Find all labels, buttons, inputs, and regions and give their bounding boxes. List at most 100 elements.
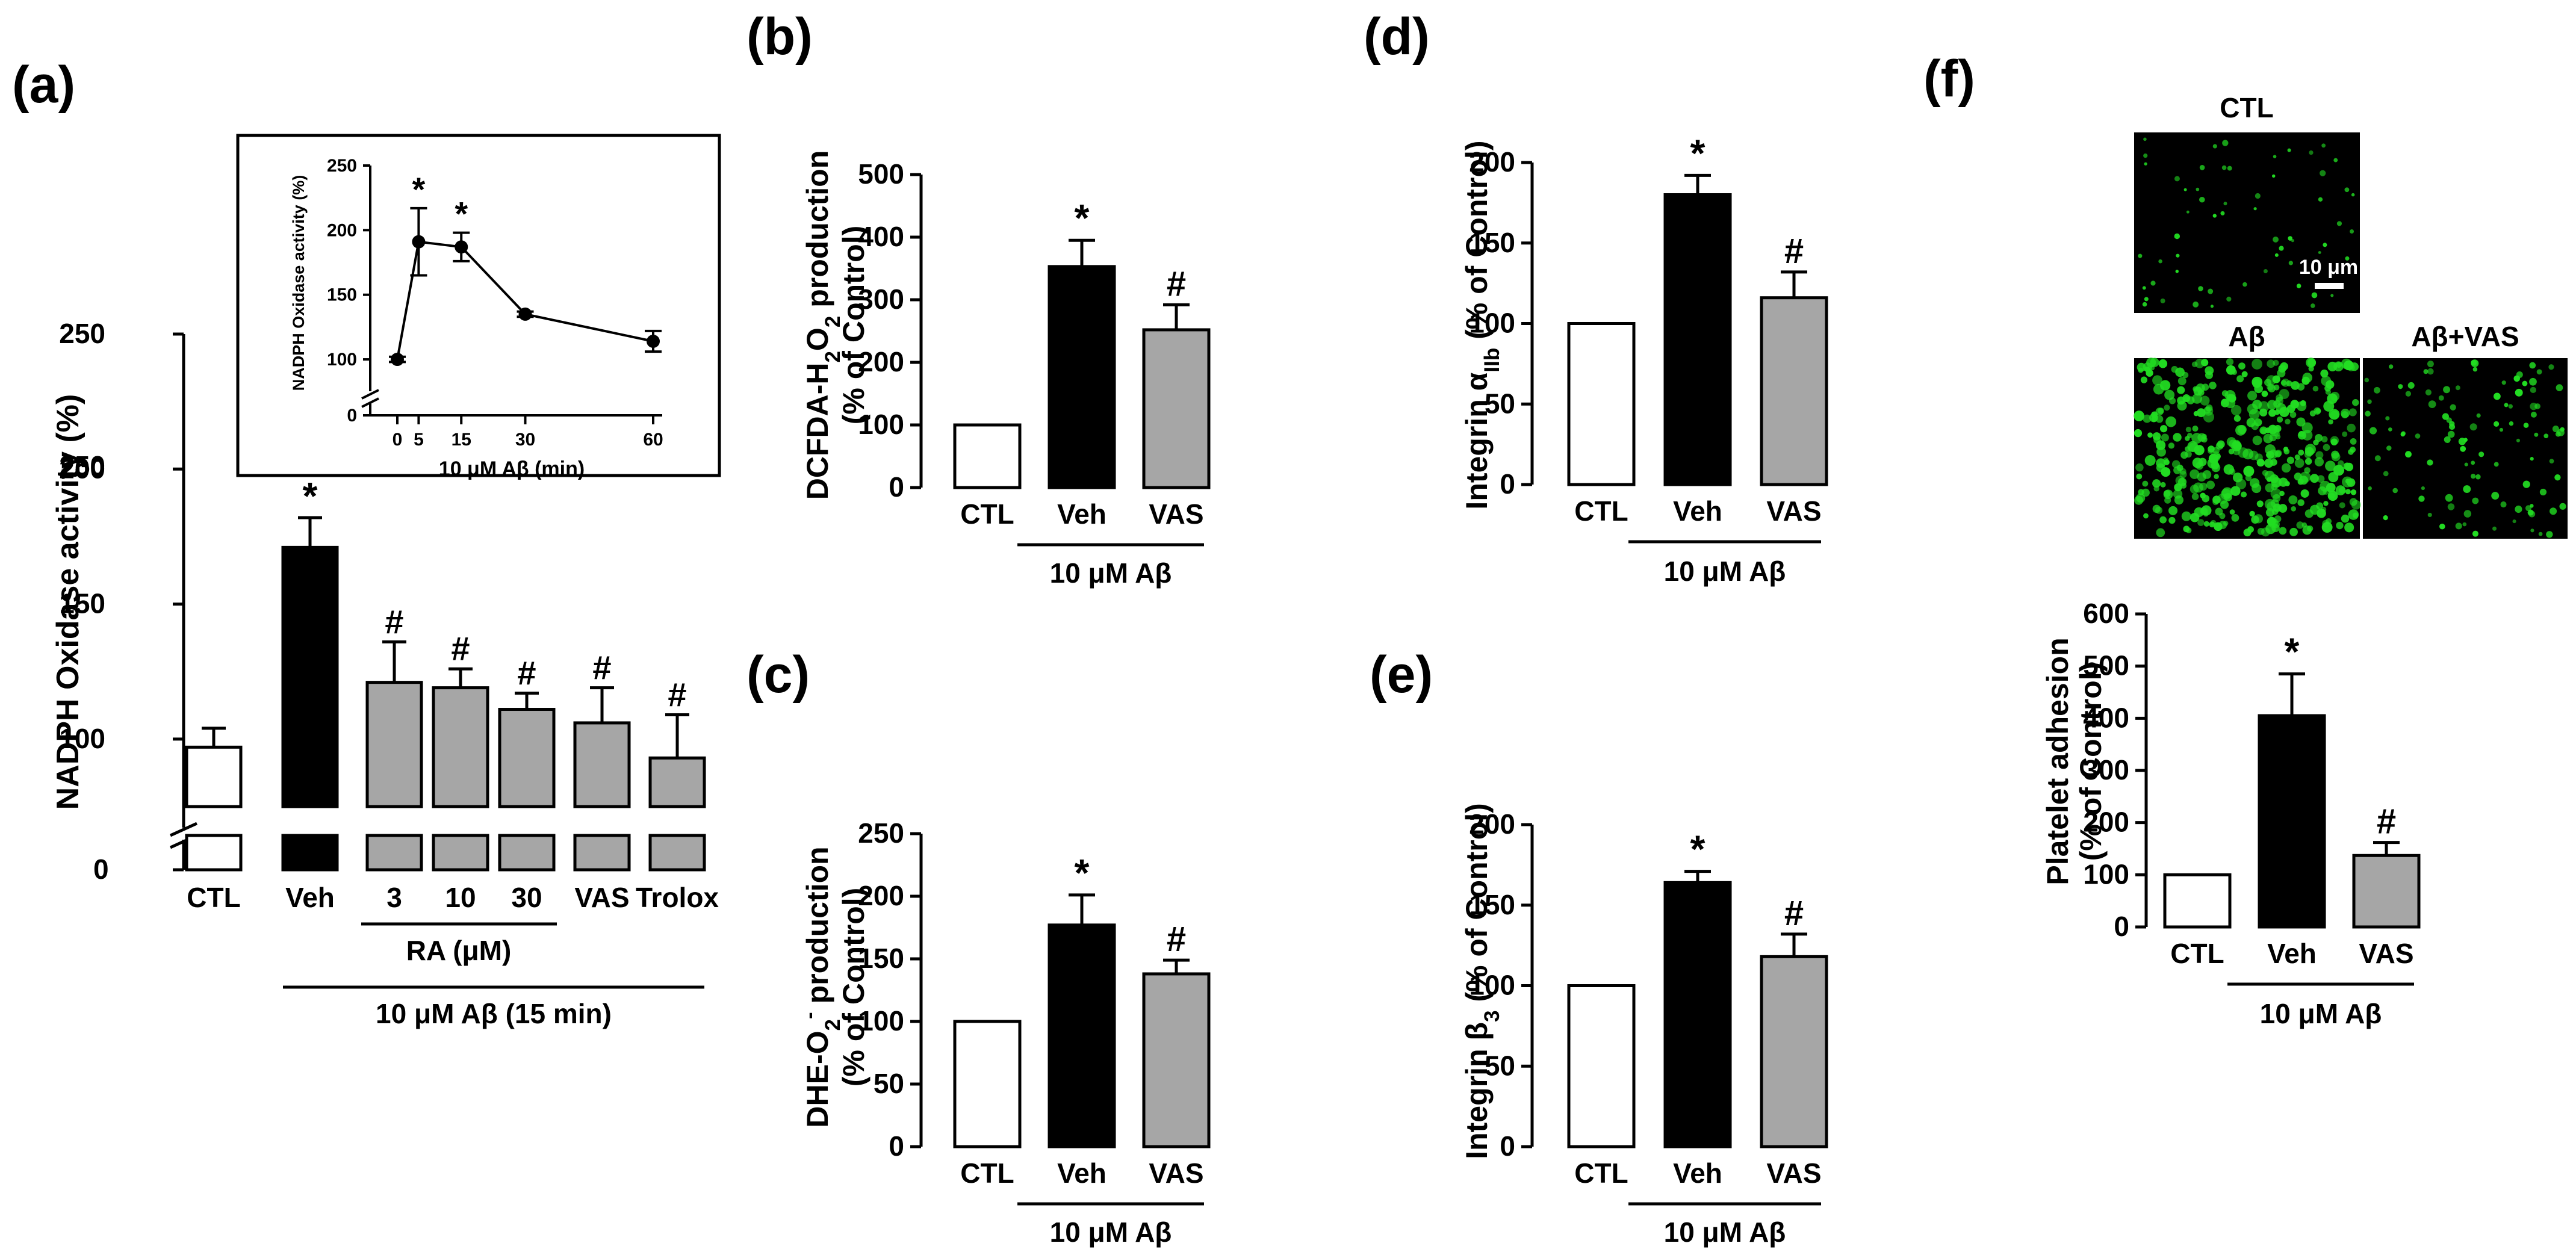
group-label: RA (μM)	[406, 935, 512, 966]
fluorescent-cell	[2247, 391, 2258, 401]
fluorescent-cell	[2330, 391, 2340, 401]
fluorescent-cell	[2427, 512, 2432, 518]
fluorescent-cell	[2138, 253, 2143, 258]
fluorescent-cell	[2350, 489, 2357, 495]
fluorescent-cell	[2268, 409, 2276, 417]
panel-letter-f: (f)	[1923, 50, 1975, 108]
axis-break-mark	[169, 822, 198, 837]
fluorescent-cell	[2463, 485, 2471, 494]
fluorescent-cell	[2202, 494, 2210, 503]
fluorescent-cell	[2341, 409, 2350, 418]
fluorescent-cell	[2321, 376, 2332, 386]
fluorescent-cell	[2318, 251, 2321, 254]
fluorescent-cell	[2161, 433, 2169, 442]
fluorescent-cell	[2214, 474, 2219, 479]
fluorescent-cell	[2199, 165, 2205, 170]
x-tick-label: CTL	[1574, 1157, 1628, 1189]
significance-marker: #	[1784, 232, 1804, 271]
fluorescent-cell	[2252, 399, 2262, 409]
fluorescent-cell	[2469, 423, 2477, 431]
fluorescent-cell	[2231, 369, 2238, 375]
fluorescent-cell	[2192, 393, 2202, 404]
fluorescent-cell	[2312, 385, 2319, 392]
fluorescent-cell	[2177, 386, 2185, 394]
fluorescent-cell	[2315, 451, 2324, 459]
inset-chart: 0 100 150 200 250 NADPH Oxidase activity (%) 0…	[236, 134, 721, 480]
fluorescent-cell	[2197, 519, 2205, 526]
bar-vas	[1142, 328, 1211, 489]
fluorescent-cell	[2175, 270, 2179, 273]
significance-marker: *	[303, 474, 318, 518]
chart-b: 0 100 200 300 400 500 DCFDA-H2O2 production (% …	[801, 150, 1211, 589]
fluorescent-cell	[2543, 433, 2549, 439]
fluorescent-cell	[2374, 386, 2380, 394]
fluorescent-cell	[2230, 404, 2242, 416]
fluorescent-cell	[2546, 531, 2553, 538]
x-tick-label: VAS	[1766, 495, 1821, 527]
fluorescent-cell	[2548, 364, 2554, 370]
fluorescent-cell	[2367, 399, 2372, 404]
inset-y-tick-label: 150	[327, 285, 357, 305]
fluorescent-cell	[2210, 519, 2217, 526]
fluorescent-cell	[2193, 301, 2199, 308]
fluorescent-cell	[2352, 399, 2359, 406]
bar-upper-vas	[573, 721, 631, 808]
fluorescent-cell	[2136, 473, 2143, 480]
fluorescent-cell	[2515, 388, 2523, 397]
fluorescent-cell	[2246, 418, 2256, 427]
fluorescent-cell	[2149, 365, 2155, 371]
fluorescent-cell	[2508, 404, 2513, 409]
fluorescent-cell	[2273, 155, 2277, 158]
fluorescent-cell	[2229, 468, 2236, 475]
condition-label: 10 μM Aβ (15 min)	[376, 998, 612, 1029]
y-axis-label: Integrin β3 (% of Control)	[1460, 803, 1504, 1159]
fluorescent-cell	[2345, 489, 2351, 495]
fluorescent-cell	[2342, 431, 2348, 437]
fluorescent-cell	[2400, 432, 2406, 437]
fluorescent-cell	[2321, 522, 2333, 533]
y-tick-label: 500	[2083, 650, 2129, 681]
fluorescent-cell	[2385, 416, 2390, 421]
y-tick-label: 400	[858, 221, 904, 252]
fluorescent-cell	[2530, 386, 2536, 394]
micrograph-ab	[2134, 358, 2361, 539]
fluorescent-cell	[2232, 473, 2243, 483]
bar-veh	[2258, 714, 2326, 929]
fluorescent-cell	[2254, 384, 2263, 394]
fluorescent-cell	[2174, 233, 2180, 240]
chart-c: 0 50 100 150 200 250 DHE-O2- production (% of C…	[798, 817, 1211, 1248]
fluorescent-cell	[2205, 366, 2214, 376]
fluorescent-cell	[2267, 359, 2276, 368]
y-tick-label: 0	[1500, 1130, 1515, 1162]
y-axis-label: DHE-O2- production	[798, 846, 845, 1127]
fluorescent-cell	[2232, 447, 2241, 456]
fluorescent-cell	[2350, 229, 2354, 234]
fluorescent-cell	[2288, 261, 2293, 265]
fluorescent-cell	[2539, 488, 2547, 496]
fluorescent-cell	[2309, 150, 2314, 155]
fluorescent-cell	[2296, 521, 2304, 529]
fluorescent-cell	[2327, 361, 2338, 371]
fluorescent-cell	[2368, 486, 2372, 491]
fluorescent-cell	[2176, 253, 2180, 258]
y-axis-label-2: (% of Control)	[837, 226, 871, 424]
x-tick-label: VAS	[1149, 1157, 1203, 1189]
inset-y-axis-label: NADPH Oxidase activity (%)	[290, 175, 308, 391]
fluorescent-cell	[2427, 361, 2434, 368]
inset-data-point	[412, 235, 426, 249]
fluorescent-cell	[2418, 495, 2425, 502]
fluorescent-cell	[2194, 446, 2200, 451]
y-tick-label: 100	[1469, 970, 1515, 1001]
fluorescent-cell	[2369, 427, 2377, 435]
fluorescent-cell	[2298, 430, 2305, 437]
y-axis-label: Platelet adhesion	[2041, 637, 2075, 885]
inset-data-point	[455, 240, 468, 254]
fluorescent-cell	[2156, 463, 2165, 473]
fluorescent-cell	[2159, 425, 2168, 433]
fluorescent-cell	[2314, 407, 2321, 415]
y-tick-label: 50	[1485, 1050, 1515, 1081]
significance-marker: #	[1167, 920, 1186, 959]
fluorescent-cell	[2527, 509, 2534, 516]
y-tick-label: 200	[59, 453, 105, 484]
fluorescent-cell	[2347, 423, 2356, 433]
